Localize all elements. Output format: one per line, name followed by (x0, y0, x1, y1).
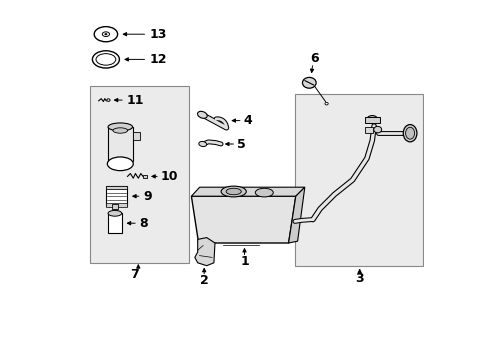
Ellipse shape (225, 188, 241, 195)
Ellipse shape (108, 123, 132, 131)
Ellipse shape (403, 125, 416, 142)
Text: 6: 6 (309, 52, 318, 65)
Bar (89, 86, 188, 263)
Ellipse shape (221, 186, 246, 197)
Text: 11: 11 (126, 94, 143, 107)
Polygon shape (288, 187, 304, 243)
Bar (108, 213, 122, 233)
Ellipse shape (108, 210, 122, 216)
Text: 1: 1 (240, 255, 248, 268)
Bar (112, 204, 118, 209)
Polygon shape (191, 196, 295, 243)
Bar (365, 127, 372, 133)
Ellipse shape (302, 77, 316, 88)
Ellipse shape (325, 103, 327, 105)
Text: 10: 10 (161, 170, 178, 183)
Bar (294, 94, 422, 266)
Bar (106, 203, 127, 207)
Text: 8: 8 (140, 217, 148, 230)
Bar (133, 132, 140, 140)
Ellipse shape (96, 54, 116, 65)
Polygon shape (191, 187, 304, 196)
Ellipse shape (373, 126, 381, 133)
Text: 3: 3 (355, 272, 363, 285)
Ellipse shape (405, 127, 414, 139)
Ellipse shape (113, 128, 127, 133)
Text: 13: 13 (149, 28, 166, 41)
Text: 5: 5 (237, 138, 245, 150)
Bar (142, 175, 147, 178)
Bar (106, 186, 127, 189)
Text: 7: 7 (130, 268, 139, 281)
Polygon shape (194, 238, 215, 266)
Bar (108, 127, 132, 161)
Ellipse shape (92, 51, 119, 68)
Ellipse shape (115, 211, 118, 215)
Text: 12: 12 (149, 53, 166, 66)
Bar (365, 117, 379, 123)
Ellipse shape (366, 116, 377, 123)
Ellipse shape (255, 188, 273, 197)
Ellipse shape (94, 27, 117, 42)
Text: 2: 2 (200, 274, 208, 287)
Text: 4: 4 (244, 114, 252, 127)
Text: 9: 9 (143, 190, 152, 203)
Ellipse shape (104, 33, 107, 35)
Ellipse shape (197, 111, 207, 118)
Ellipse shape (106, 99, 110, 102)
Ellipse shape (107, 157, 133, 171)
Ellipse shape (102, 32, 109, 37)
Ellipse shape (199, 141, 206, 147)
Bar (106, 186, 127, 206)
